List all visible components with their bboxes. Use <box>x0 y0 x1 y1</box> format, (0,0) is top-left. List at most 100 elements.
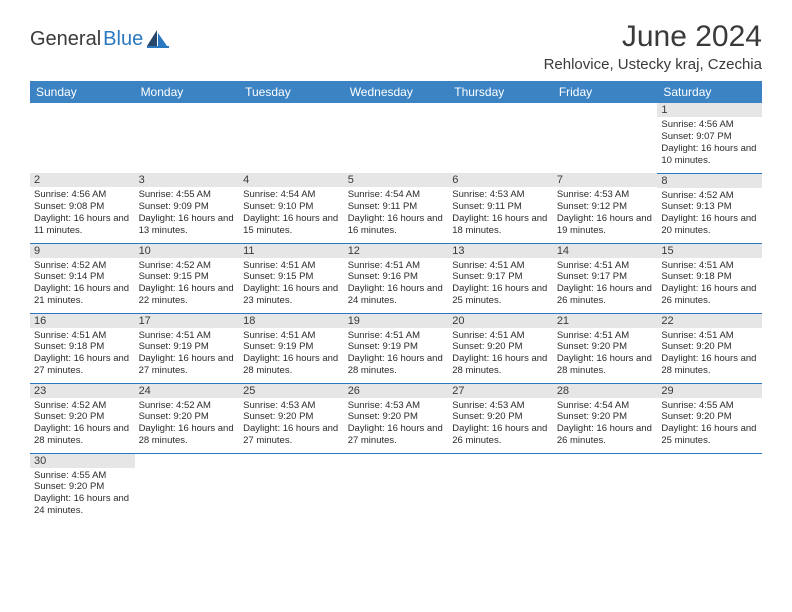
calendar-cell: 11Sunrise: 4:51 AMSunset: 9:15 PMDayligh… <box>239 243 344 313</box>
calendar-cell: 8Sunrise: 4:52 AMSunset: 9:13 PMDaylight… <box>657 173 762 243</box>
day-number: 16 <box>30 314 135 328</box>
day-number: 12 <box>344 244 449 258</box>
calendar-week-row: 30Sunrise: 4:55 AMSunset: 9:20 PMDayligh… <box>30 453 762 523</box>
calendar-cell <box>657 453 762 523</box>
sail-icon <box>147 30 169 48</box>
calendar-cell: 30Sunrise: 4:55 AMSunset: 9:20 PMDayligh… <box>30 453 135 523</box>
day-details: Sunrise: 4:54 AMSunset: 9:11 PMDaylight:… <box>344 187 449 239</box>
calendar-week-row: 23Sunrise: 4:52 AMSunset: 9:20 PMDayligh… <box>30 383 762 453</box>
logo: GeneralBlue <box>30 28 169 51</box>
day-details: Sunrise: 4:51 AMSunset: 9:17 PMDaylight:… <box>448 258 553 310</box>
day-number: 19 <box>344 314 449 328</box>
calendar-cell <box>239 103 344 173</box>
day-number: 25 <box>239 384 344 398</box>
calendar-cell: 9Sunrise: 4:52 AMSunset: 9:14 PMDaylight… <box>30 243 135 313</box>
calendar-cell: 26Sunrise: 4:53 AMSunset: 9:20 PMDayligh… <box>344 383 449 453</box>
calendar-cell <box>30 103 135 173</box>
calendar-cell: 25Sunrise: 4:53 AMSunset: 9:20 PMDayligh… <box>239 383 344 453</box>
day-number: 7 <box>553 173 658 187</box>
calendar-week-row: 9Sunrise: 4:52 AMSunset: 9:14 PMDaylight… <box>30 243 762 313</box>
calendar-cell <box>448 103 553 173</box>
day-number: 4 <box>239 173 344 187</box>
day-number: 2 <box>30 173 135 187</box>
calendar-cell: 4Sunrise: 4:54 AMSunset: 9:10 PMDaylight… <box>239 173 344 243</box>
weekday-header: Wednesday <box>344 81 449 103</box>
weekday-header: Friday <box>553 81 658 103</box>
day-number: 26 <box>344 384 449 398</box>
calendar-cell: 14Sunrise: 4:51 AMSunset: 9:17 PMDayligh… <box>553 243 658 313</box>
calendar-cell: 5Sunrise: 4:54 AMSunset: 9:11 PMDaylight… <box>344 173 449 243</box>
day-details: Sunrise: 4:53 AMSunset: 9:20 PMDaylight:… <box>344 398 449 450</box>
day-number: 24 <box>135 384 240 398</box>
calendar-cell <box>135 103 240 173</box>
day-details: Sunrise: 4:52 AMSunset: 9:13 PMDaylight:… <box>657 188 762 240</box>
day-details: Sunrise: 4:51 AMSunset: 9:19 PMDaylight:… <box>135 328 240 380</box>
calendar-cell: 13Sunrise: 4:51 AMSunset: 9:17 PMDayligh… <box>448 243 553 313</box>
day-number: 23 <box>30 384 135 398</box>
weekday-header: Sunday <box>30 81 135 103</box>
calendar-cell: 23Sunrise: 4:52 AMSunset: 9:20 PMDayligh… <box>30 383 135 453</box>
calendar-cell: 6Sunrise: 4:53 AMSunset: 9:11 PMDaylight… <box>448 173 553 243</box>
day-details: Sunrise: 4:51 AMSunset: 9:18 PMDaylight:… <box>657 258 762 310</box>
day-details: Sunrise: 4:54 AMSunset: 9:10 PMDaylight:… <box>239 187 344 239</box>
day-number: 6 <box>448 173 553 187</box>
day-number: 30 <box>30 454 135 468</box>
day-details: Sunrise: 4:55 AMSunset: 9:20 PMDaylight:… <box>657 398 762 450</box>
day-details: Sunrise: 4:51 AMSunset: 9:20 PMDaylight:… <box>553 328 658 380</box>
day-number: 17 <box>135 314 240 328</box>
calendar-cell <box>344 103 449 173</box>
day-details: Sunrise: 4:52 AMSunset: 9:14 PMDaylight:… <box>30 258 135 310</box>
calendar-cell: 27Sunrise: 4:53 AMSunset: 9:20 PMDayligh… <box>448 383 553 453</box>
day-number: 11 <box>239 244 344 258</box>
weekday-row: Sunday Monday Tuesday Wednesday Thursday… <box>30 81 762 103</box>
calendar-cell: 10Sunrise: 4:52 AMSunset: 9:15 PMDayligh… <box>135 243 240 313</box>
day-details: Sunrise: 4:55 AMSunset: 9:20 PMDaylight:… <box>30 468 135 520</box>
day-number: 8 <box>657 174 762 188</box>
calendar-cell: 21Sunrise: 4:51 AMSunset: 9:20 PMDayligh… <box>553 313 658 383</box>
day-number: 10 <box>135 244 240 258</box>
calendar-cell: 1Sunrise: 4:56 AMSunset: 9:07 PMDaylight… <box>657 103 762 173</box>
day-number: 14 <box>553 244 658 258</box>
day-details: Sunrise: 4:51 AMSunset: 9:18 PMDaylight:… <box>30 328 135 380</box>
day-details: Sunrise: 4:53 AMSunset: 9:20 PMDaylight:… <box>239 398 344 450</box>
weekday-header: Tuesday <box>239 81 344 103</box>
calendar-cell <box>553 453 658 523</box>
location-text: Rehlovice, Ustecky kraj, Czechia <box>544 56 762 73</box>
calendar-cell: 3Sunrise: 4:55 AMSunset: 9:09 PMDaylight… <box>135 173 240 243</box>
logo-text-blue: Blue <box>103 28 143 51</box>
day-number: 29 <box>657 384 762 398</box>
day-number: 13 <box>448 244 553 258</box>
day-details: Sunrise: 4:54 AMSunset: 9:20 PMDaylight:… <box>553 398 658 450</box>
calendar-cell: 29Sunrise: 4:55 AMSunset: 9:20 PMDayligh… <box>657 383 762 453</box>
day-number: 15 <box>657 244 762 258</box>
weekday-header: Monday <box>135 81 240 103</box>
day-details: Sunrise: 4:56 AMSunset: 9:07 PMDaylight:… <box>657 117 762 169</box>
calendar-cell: 22Sunrise: 4:51 AMSunset: 9:20 PMDayligh… <box>657 313 762 383</box>
day-details: Sunrise: 4:51 AMSunset: 9:17 PMDaylight:… <box>553 258 658 310</box>
calendar-week-row: 2Sunrise: 4:56 AMSunset: 9:08 PMDaylight… <box>30 173 762 243</box>
calendar-week-row: 16Sunrise: 4:51 AMSunset: 9:18 PMDayligh… <box>30 313 762 383</box>
calendar-cell: 19Sunrise: 4:51 AMSunset: 9:19 PMDayligh… <box>344 313 449 383</box>
calendar-cell: 20Sunrise: 4:51 AMSunset: 9:20 PMDayligh… <box>448 313 553 383</box>
calendar-cell: 28Sunrise: 4:54 AMSunset: 9:20 PMDayligh… <box>553 383 658 453</box>
day-details: Sunrise: 4:51 AMSunset: 9:20 PMDaylight:… <box>448 328 553 380</box>
day-number: 20 <box>448 314 553 328</box>
day-number: 22 <box>657 314 762 328</box>
calendar-table: Sunday Monday Tuesday Wednesday Thursday… <box>30 81 762 523</box>
calendar-cell <box>135 453 240 523</box>
calendar-cell: 24Sunrise: 4:52 AMSunset: 9:20 PMDayligh… <box>135 383 240 453</box>
calendar-cell <box>344 453 449 523</box>
calendar-cell: 17Sunrise: 4:51 AMSunset: 9:19 PMDayligh… <box>135 313 240 383</box>
day-details: Sunrise: 4:51 AMSunset: 9:20 PMDaylight:… <box>657 328 762 380</box>
day-number: 27 <box>448 384 553 398</box>
calendar-cell: 7Sunrise: 4:53 AMSunset: 9:12 PMDaylight… <box>553 173 658 243</box>
day-number: 21 <box>553 314 658 328</box>
calendar-cell <box>553 103 658 173</box>
day-details: Sunrise: 4:53 AMSunset: 9:12 PMDaylight:… <box>553 187 658 239</box>
calendar-cell: 15Sunrise: 4:51 AMSunset: 9:18 PMDayligh… <box>657 243 762 313</box>
calendar-page: GeneralBlue June 2024 Rehlovice, Ustecky… <box>0 0 792 533</box>
calendar-week-row: 1Sunrise: 4:56 AMSunset: 9:07 PMDaylight… <box>30 103 762 173</box>
calendar-cell <box>448 453 553 523</box>
day-details: Sunrise: 4:53 AMSunset: 9:20 PMDaylight:… <box>448 398 553 450</box>
month-title: June 2024 <box>544 20 762 54</box>
